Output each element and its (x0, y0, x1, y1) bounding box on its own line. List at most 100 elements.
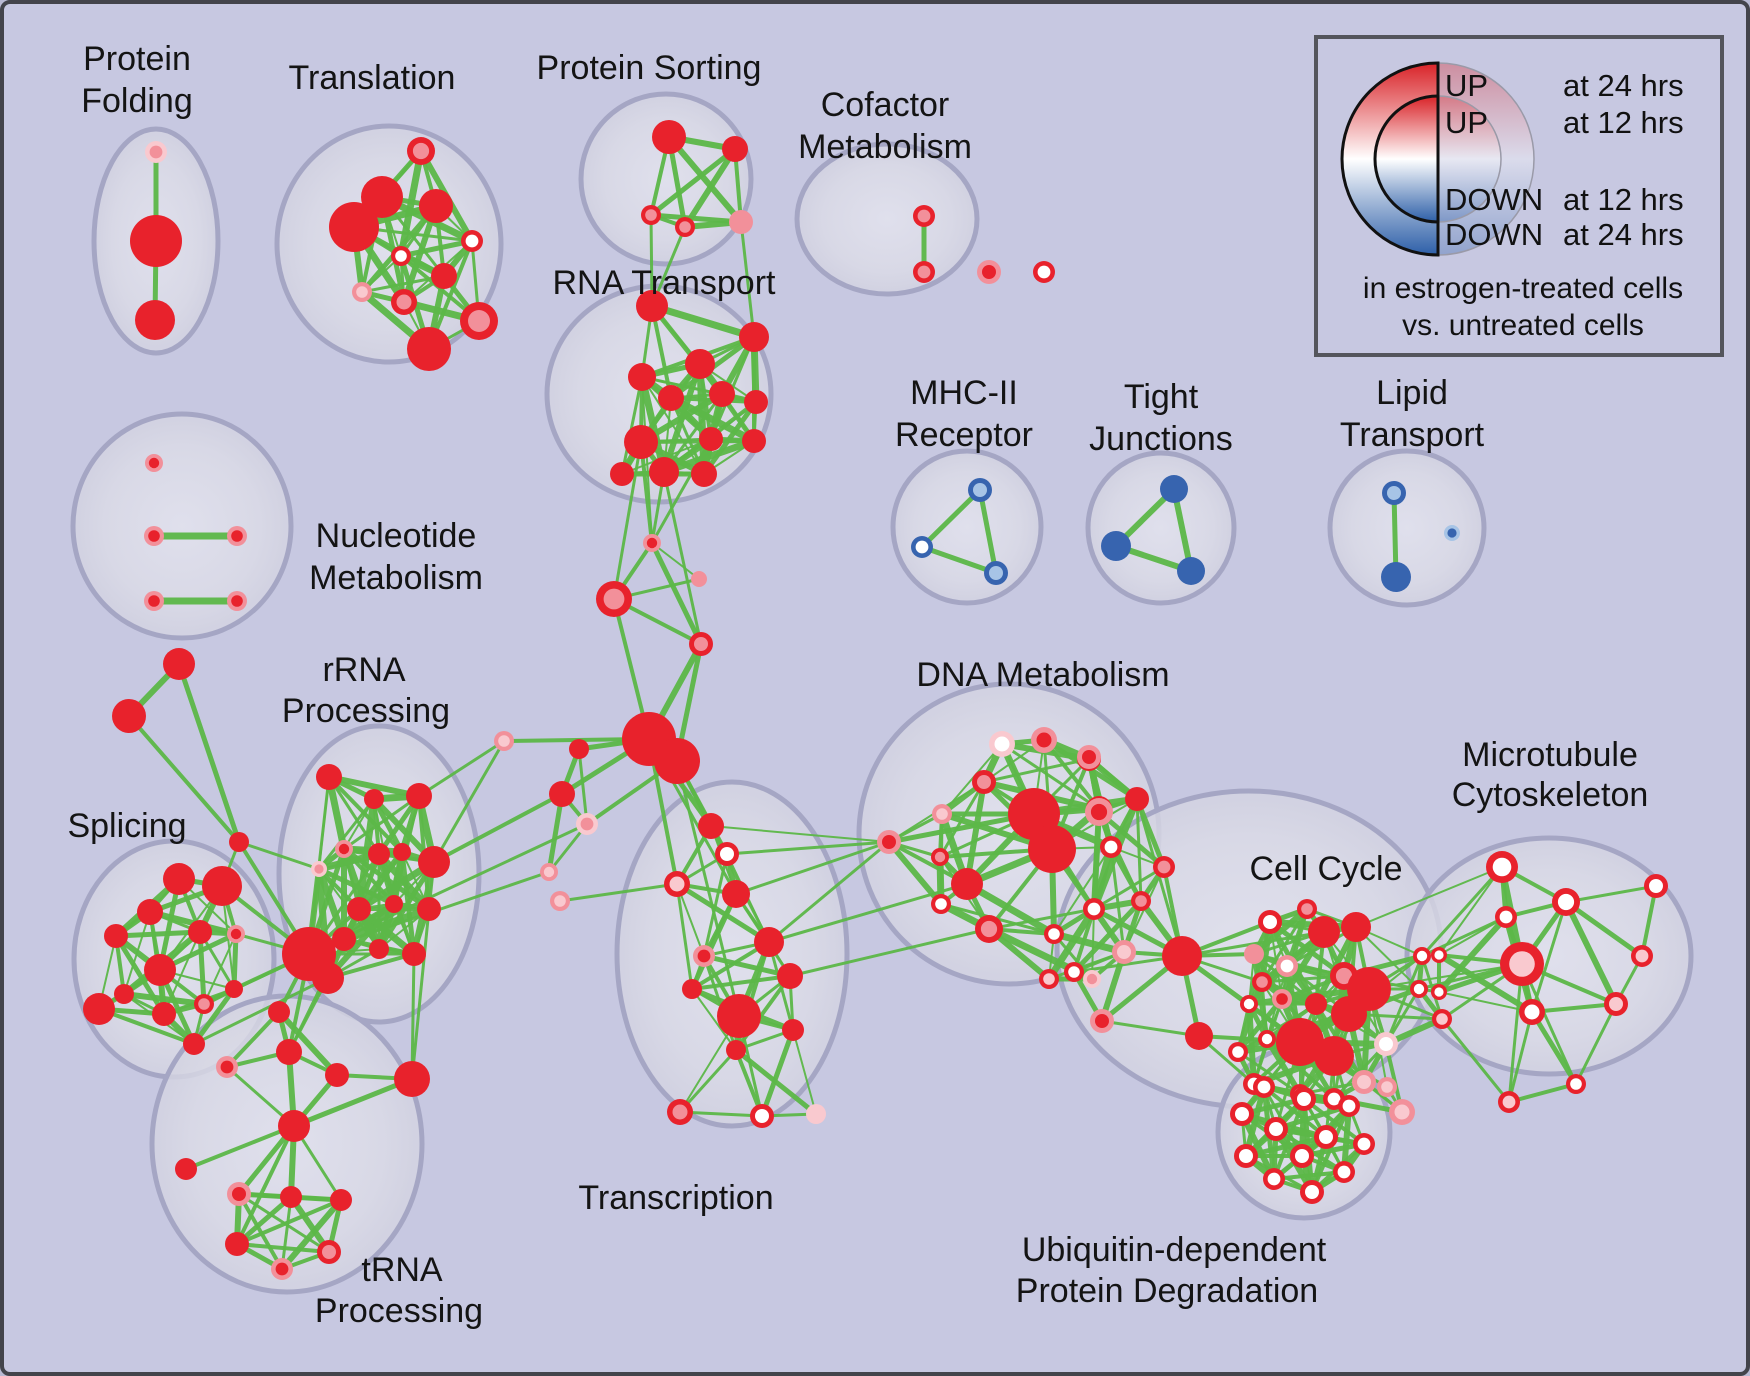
network-node[interactable] (1253, 1076, 1275, 1098)
network-node[interactable] (1240, 995, 1258, 1013)
network-node[interactable] (739, 322, 769, 352)
network-node[interactable] (1230, 1102, 1254, 1126)
network-node[interactable] (418, 846, 450, 878)
network-node[interactable] (1552, 888, 1580, 916)
network-node[interactable] (1258, 1030, 1276, 1048)
network-node[interactable] (1153, 856, 1175, 878)
network-node[interactable] (1374, 1032, 1398, 1056)
network-node[interactable] (325, 1063, 349, 1087)
network-node[interactable] (667, 1099, 693, 1125)
network-node[interactable] (402, 942, 426, 966)
network-node[interactable] (431, 263, 457, 289)
network-node[interactable] (330, 1189, 352, 1211)
network-node[interactable] (989, 731, 1015, 757)
network-node[interactable] (931, 894, 951, 914)
network-node[interactable] (144, 954, 176, 986)
network-node[interactable] (1077, 745, 1101, 769)
network-node[interactable] (202, 866, 242, 906)
network-node[interactable] (1352, 1070, 1376, 1094)
network-node[interactable] (689, 632, 713, 656)
network-node[interactable] (135, 300, 175, 340)
network-node[interactable] (975, 915, 1003, 943)
network-node[interactable] (1290, 1144, 1314, 1168)
network-node[interactable] (1644, 874, 1668, 898)
network-node[interactable] (175, 1158, 197, 1180)
network-node[interactable] (658, 385, 684, 411)
network-node[interactable] (1305, 993, 1327, 1015)
network-node[interactable] (691, 461, 717, 487)
network-node[interactable] (1185, 1022, 1213, 1050)
network-node[interactable] (407, 137, 435, 165)
network-node[interactable] (722, 136, 748, 162)
network-node[interactable] (1276, 955, 1298, 977)
network-node[interactable] (1431, 984, 1447, 1000)
network-node[interactable] (951, 868, 983, 900)
network-node[interactable] (1112, 940, 1136, 964)
network-node[interactable] (1228, 1042, 1248, 1062)
network-node[interactable] (569, 739, 589, 759)
network-node[interactable] (1244, 944, 1264, 964)
network-node[interactable] (104, 924, 128, 948)
network-node[interactable] (1297, 899, 1317, 919)
network-node[interactable] (1083, 970, 1101, 988)
network-node[interactable] (1263, 1168, 1285, 1190)
network-node[interactable] (685, 349, 715, 379)
network-node[interactable] (913, 261, 935, 283)
network-node[interactable] (1125, 787, 1149, 811)
network-node[interactable] (1101, 531, 1131, 561)
network-node[interactable] (1353, 1133, 1375, 1155)
network-node[interactable] (1039, 969, 1059, 989)
network-node[interactable] (145, 141, 167, 163)
network-node[interactable] (1382, 481, 1406, 505)
network-node[interactable] (369, 939, 389, 959)
network-node[interactable] (225, 980, 243, 998)
network-node[interactable] (652, 120, 686, 154)
network-node[interactable] (385, 895, 403, 913)
network-node[interactable] (332, 927, 356, 951)
network-node[interactable] (276, 1039, 302, 1065)
network-node[interactable] (391, 246, 411, 266)
network-node[interactable] (576, 813, 598, 835)
network-node[interactable] (691, 571, 707, 587)
network-node[interactable] (393, 843, 411, 861)
network-node[interactable] (1085, 798, 1113, 826)
network-node[interactable] (636, 290, 668, 322)
network-node[interactable] (699, 427, 723, 451)
network-node[interactable] (709, 381, 735, 407)
network-node[interactable] (1252, 972, 1272, 992)
network-node[interactable] (1431, 947, 1447, 963)
network-node[interactable] (1090, 1009, 1114, 1033)
network-node[interactable] (550, 891, 570, 911)
network-node[interactable] (729, 210, 753, 234)
network-node[interactable] (335, 840, 353, 858)
network-node[interactable] (225, 1232, 249, 1256)
network-node[interactable] (1276, 1018, 1324, 1066)
network-node[interactable] (1377, 1077, 1397, 1097)
network-node[interactable] (1604, 992, 1628, 1016)
network-node[interactable] (649, 457, 679, 487)
network-node[interactable] (1131, 891, 1151, 911)
network-node[interactable] (968, 478, 992, 502)
network-node[interactable] (361, 176, 403, 218)
network-node[interactable] (726, 1040, 746, 1060)
network-node[interactable] (777, 963, 803, 989)
network-node[interactable] (112, 699, 146, 733)
network-node[interactable] (394, 1061, 430, 1097)
network-node[interactable] (1031, 727, 1057, 753)
network-node[interactable] (278, 1110, 310, 1142)
network-node[interactable] (628, 363, 656, 391)
network-node[interactable] (163, 648, 195, 680)
network-node[interactable] (1486, 851, 1518, 883)
network-node[interactable] (316, 764, 342, 790)
network-node[interactable] (227, 526, 247, 546)
network-node[interactable] (312, 962, 344, 994)
network-node[interactable] (1160, 475, 1188, 503)
network-node[interactable] (461, 230, 483, 252)
network-node[interactable] (460, 302, 498, 340)
network-node[interactable] (144, 591, 164, 611)
network-node[interactable] (744, 390, 768, 414)
network-node[interactable] (194, 994, 214, 1014)
network-node[interactable] (347, 897, 371, 921)
network-node[interactable] (654, 738, 700, 784)
network-node[interactable] (750, 1104, 774, 1128)
